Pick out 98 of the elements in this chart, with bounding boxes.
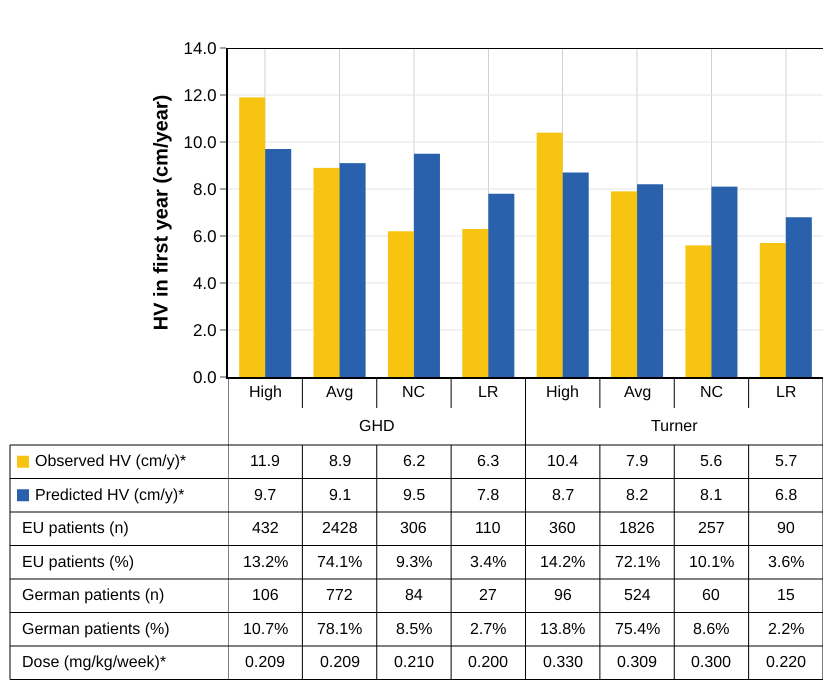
data-label: 6.3	[477, 453, 500, 470]
text: 74.1%	[317, 554, 362, 571]
text: EU patients (n)	[22, 520, 129, 537]
text: 0.300	[691, 654, 732, 671]
x-tick-label: NC	[700, 384, 724, 401]
text: 96	[554, 587, 572, 604]
y-tick-label: 2.0	[192, 320, 217, 340]
y-tick-label: 12.0	[184, 86, 217, 105]
text: 0.200	[468, 654, 508, 671]
data-label: 6.2	[403, 453, 426, 470]
legend-label: Predicted HV (cm/y)*	[35, 487, 184, 504]
text: 3.6%	[768, 554, 804, 571]
text: 75.4%	[615, 621, 660, 638]
data-label: 6.8	[775, 487, 798, 504]
text: 14.2%	[540, 554, 586, 571]
text: 306	[400, 520, 427, 537]
data-label: 5.6	[700, 453, 722, 470]
text: 10.1%	[689, 554, 734, 571]
text: 9.3%	[396, 554, 432, 571]
text: 106	[252, 587, 279, 604]
bar	[488, 194, 514, 377]
text: Turner	[651, 418, 698, 435]
y-tick-label: 0.0	[192, 368, 217, 387]
y-axis-title: HV in first year (cm/year)	[150, 94, 173, 330]
bar	[562, 172, 589, 377]
y-tick-label: 10.0	[184, 132, 217, 152]
text: 0.220	[766, 654, 806, 671]
bar	[611, 191, 638, 377]
bar	[314, 168, 340, 377]
text: 0.309	[617, 654, 658, 671]
text: 360	[549, 520, 576, 537]
text: German patients (n)	[22, 587, 164, 604]
text: 110	[475, 520, 501, 537]
text: German patients (%)	[22, 621, 170, 638]
bar	[414, 154, 440, 377]
data-label: 9.5	[403, 487, 426, 504]
bar	[388, 231, 414, 377]
legend-label: Observed HV (cm/y)*	[35, 453, 186, 470]
text: 8.6%	[693, 621, 730, 638]
text: 772	[326, 587, 353, 604]
bar	[462, 228, 488, 377]
bar	[637, 184, 664, 377]
y-tick-label: 14.0	[184, 38, 217, 58]
text: 13.2%	[243, 554, 288, 571]
data-label: 9.1	[329, 487, 352, 504]
text: 78.1%	[317, 621, 362, 638]
text: 13.8%	[540, 621, 586, 638]
data-label: 9.7	[254, 487, 276, 504]
data-label: 8.2	[626, 487, 648, 504]
text: 27	[479, 587, 497, 604]
text: 90	[777, 520, 795, 537]
text: 257	[698, 520, 725, 537]
text: 524	[624, 587, 651, 604]
text: 2428	[322, 520, 358, 537]
y-tick-label: 6.0	[192, 226, 217, 246]
bar	[340, 163, 366, 377]
bar	[760, 243, 786, 377]
bar	[786, 217, 812, 377]
data-label: 8.9	[329, 453, 352, 470]
data-label: 7.9	[626, 453, 648, 470]
text: 1826	[619, 520, 655, 537]
text: 60	[702, 587, 720, 604]
data-label: 8.1	[700, 487, 722, 504]
data-label: 7.8	[477, 487, 500, 504]
bar	[685, 245, 712, 377]
bar	[239, 97, 266, 377]
x-tick-label: LR	[776, 384, 796, 401]
text: GHD	[359, 418, 395, 435]
y-tick-label: 8.0	[192, 180, 217, 199]
text: Dose (mg/kg/week)*	[22, 654, 166, 671]
text: 0.210	[394, 654, 434, 671]
text: EU patients (%)	[22, 554, 134, 571]
text: 3.4%	[470, 554, 506, 571]
data-label: 11.9	[250, 453, 280, 470]
data-label: 10.4	[547, 453, 578, 470]
text: 2.2%	[768, 621, 804, 638]
data-label: 5.7	[775, 453, 798, 470]
x-tick-label: LR	[478, 384, 498, 401]
x-tick-label: High	[546, 384, 579, 401]
text: 84	[405, 587, 423, 604]
text: 0.209	[245, 654, 286, 671]
text: 432	[252, 520, 279, 537]
text: 10.7%	[243, 621, 288, 638]
y-tick-label: 4.0	[192, 274, 217, 293]
text: 0.209	[320, 654, 360, 671]
text: 0.330	[543, 654, 584, 671]
x-tick-label: High	[249, 384, 282, 401]
text: 72.1%	[615, 554, 660, 571]
data-label: 8.7	[552, 487, 574, 504]
bar	[536, 132, 563, 377]
x-tick-label: NC	[402, 384, 426, 401]
bar	[711, 186, 738, 377]
text: 8.5%	[396, 621, 432, 638]
x-tick-label: Avg	[624, 384, 652, 401]
text: 15	[777, 587, 795, 604]
text: 2.7%	[470, 621, 506, 638]
x-tick-label: Avg	[326, 384, 354, 401]
bar	[265, 149, 292, 377]
